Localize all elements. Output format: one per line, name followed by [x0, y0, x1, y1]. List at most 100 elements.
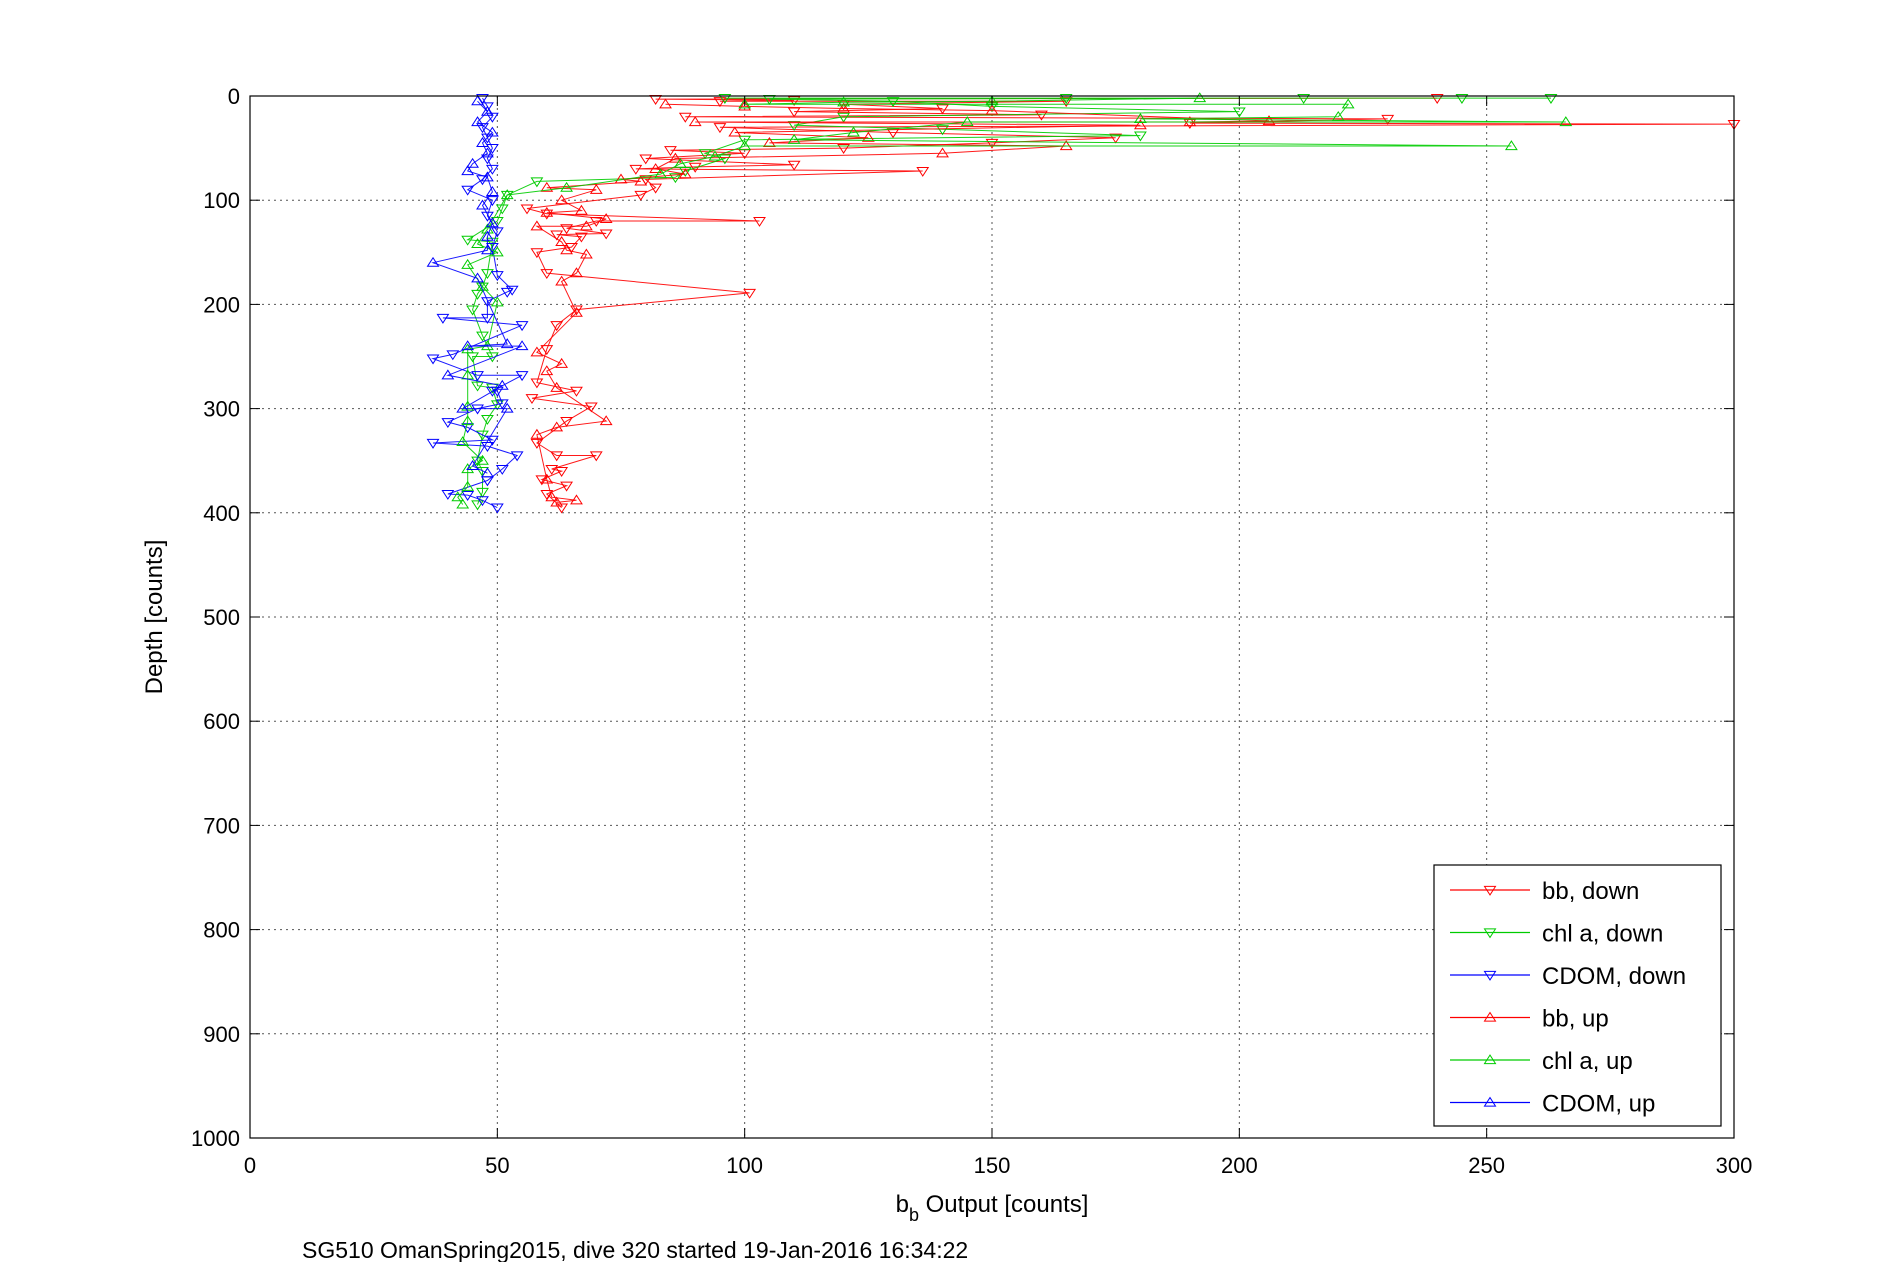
- data-point: [570, 306, 583, 317]
- data-point: [738, 135, 752, 146]
- data-point: [461, 235, 475, 246]
- data-point: [495, 464, 509, 475]
- legend-marker: [1483, 1011, 1497, 1022]
- data-point: [476, 282, 489, 293]
- data-point: [426, 256, 440, 267]
- data-point: [614, 173, 628, 184]
- data-point: [471, 95, 484, 106]
- data-point: [738, 100, 752, 111]
- data-point: [985, 138, 999, 149]
- legend: bb, down chl a, down CDOM, down bb, up chl a…: [1433, 864, 1722, 1127]
- data-point: [476, 430, 489, 441]
- data-point: [461, 343, 475, 354]
- data-point: [847, 126, 860, 137]
- data-point: [960, 116, 974, 127]
- data-point: [490, 246, 504, 257]
- data-point: [718, 154, 732, 165]
- data-point: [550, 321, 564, 332]
- data-point: [481, 171, 494, 182]
- data-point: [728, 126, 742, 137]
- y-axis-label: Depth [counts]: [141, 540, 168, 695]
- series-2: [426, 94, 529, 514]
- data-point: [738, 140, 752, 151]
- data-point: [936, 147, 949, 158]
- y-tick-label: 700: [203, 813, 240, 838]
- y-tick-label: 100: [203, 188, 240, 213]
- data-point: [1059, 94, 1073, 104]
- data-point: [936, 125, 949, 136]
- data-point: [426, 438, 440, 449]
- data-point: [1035, 110, 1048, 121]
- data-point: [540, 206, 554, 217]
- x-tick-label: 200: [1221, 1153, 1258, 1178]
- data-point: [1133, 113, 1147, 123]
- data-point: [481, 102, 494, 113]
- data-point: [555, 194, 569, 205]
- data-point: [1331, 110, 1345, 121]
- y-tick-label: 300: [203, 397, 240, 422]
- data-point: [1430, 94, 1444, 104]
- data-point: [485, 126, 499, 137]
- data-point: [461, 415, 475, 426]
- data-point: [530, 177, 544, 188]
- legend-label: CDOM, down: [1542, 963, 1686, 990]
- data-point: [664, 146, 677, 157]
- data-point: [688, 116, 702, 127]
- data-point: [481, 414, 494, 425]
- legend-marker: [1483, 970, 1497, 981]
- y-tick-label: 600: [203, 709, 240, 734]
- data-point: [515, 321, 529, 332]
- legend-entry: CDOM, up: [1450, 1091, 1655, 1118]
- data-point: [461, 165, 475, 176]
- data-point: [1381, 114, 1395, 125]
- x-axis-label-main: b: [896, 1191, 909, 1218]
- data-point: [560, 481, 574, 492]
- data-point: [485, 217, 499, 228]
- data-point: [476, 137, 489, 147]
- data-point: [535, 475, 549, 486]
- series-line: [431, 100, 523, 474]
- data-point: [495, 399, 509, 410]
- footer-caption: SG510 OmanSpring2015, dive 320 started 1…: [302, 1237, 968, 1262]
- data-point: [560, 181, 574, 192]
- x-axis-label-subscript: b: [909, 1205, 919, 1225]
- data-point: [634, 190, 648, 201]
- data-point: [599, 229, 613, 240]
- data-point: [530, 346, 544, 357]
- data-point: [515, 340, 529, 351]
- data-point: [555, 467, 569, 477]
- data-point: [471, 272, 484, 283]
- data-point: [485, 237, 499, 248]
- data-point: [718, 94, 732, 104]
- series-0: [520, 94, 1741, 514]
- data-point: [461, 463, 475, 474]
- data-point: [481, 269, 494, 280]
- data-point: [530, 220, 544, 231]
- x-tick-label: 0: [244, 1153, 256, 1178]
- data-point: [668, 152, 682, 163]
- data-point: [837, 102, 851, 113]
- data-point: [461, 258, 475, 269]
- data-point: [673, 157, 687, 168]
- data-point: [500, 402, 514, 413]
- data-point: [471, 371, 484, 382]
- data-point: [916, 166, 930, 177]
- data-point: [1455, 94, 1469, 104]
- data-point: [520, 204, 534, 215]
- x-tick-label: 250: [1468, 1153, 1505, 1178]
- data-point: [485, 112, 499, 123]
- data-point: [1232, 107, 1246, 118]
- data-point: [461, 185, 475, 196]
- data-point: [753, 216, 766, 227]
- data-point: [540, 269, 554, 280]
- data-point: [466, 305, 480, 316]
- data-point: [476, 487, 489, 498]
- data-point: [530, 378, 544, 389]
- data-point: [451, 491, 465, 502]
- data-point: [436, 313, 450, 324]
- data-point: [515, 371, 529, 382]
- x-axis-label: bb Output [counts]: [896, 1191, 1089, 1225]
- data-point: [461, 340, 475, 351]
- data-point: [550, 496, 564, 507]
